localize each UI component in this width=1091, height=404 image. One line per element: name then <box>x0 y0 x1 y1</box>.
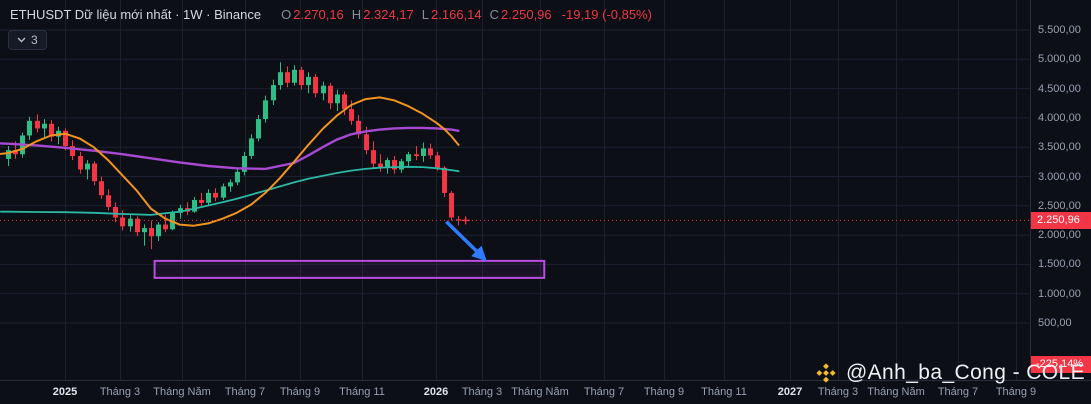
watermark: @Anh_ba_Cong - COLE <box>815 361 1085 385</box>
time-tick-label: Tháng 9 <box>279 386 321 398</box>
time-tick-label: 2027 <box>777 386 803 398</box>
ma-teal-line <box>0 165 460 216</box>
ma-orange-line <box>0 96 460 227</box>
ohlc-readout: O 2.270,16 H 2.324,17 L 2.166,14 C 2.250,96 … <box>273 7 652 22</box>
time-tick-label: Tháng 7 <box>937 386 979 398</box>
time-tick-label: Tháng 3 <box>461 386 503 398</box>
price-tick-label: 3.500,00 <box>1038 141 1081 154</box>
time-tick-label: Tháng Năm <box>511 386 569 398</box>
collapsed-indicators-button[interactable]: 3 <box>8 30 47 50</box>
change-value: -19,19 (-0,85%) <box>561 7 652 22</box>
high-label: H <box>351 7 362 22</box>
candlestick-series <box>6 62 461 250</box>
time-tick-label: 2025 <box>52 386 78 398</box>
time-tick-label: Tháng 9 <box>995 386 1037 398</box>
watermark-text: @Anh_ba_Cong - COLE <box>845 361 1085 384</box>
chevron-down-icon <box>17 37 26 43</box>
open-label: O <box>281 7 292 22</box>
price-tick-label: 2.000,00 <box>1038 229 1081 242</box>
time-tick-label: Tháng 3 <box>99 386 141 398</box>
price-axis-red-badge: -225,14% <box>1031 356 1091 373</box>
close-value: 2.250,96 <box>501 7 552 22</box>
grid-lines <box>0 0 1030 380</box>
support-zone-rectangle[interactable] <box>153 259 546 279</box>
collapsed-indicators-count: 3 <box>31 33 38 47</box>
low-value: 2.166,14 <box>431 7 482 22</box>
price-tick-label: 4.000,00 <box>1038 111 1081 124</box>
price-tick-label: 3.000,00 <box>1038 170 1081 183</box>
time-tick-label: Tháng 11 <box>339 386 385 398</box>
time-tick-label: Tháng 3 <box>817 386 859 398</box>
last-bar-cross-marker <box>461 216 470 225</box>
price-tick-label: 1.500,00 <box>1038 258 1081 271</box>
chart-pane[interactable] <box>0 0 1030 380</box>
high-value: 2.324,17 <box>363 7 414 22</box>
time-tick-label: Tháng 7 <box>224 386 266 398</box>
price-tick-label: 1.000,00 <box>1038 287 1081 300</box>
symbol-legend: ETHUSDT Dữ liệu mới nhất · 1W · Binance … <box>10 7 652 22</box>
time-tick-label: Tháng Năm <box>153 386 211 398</box>
close-label: C <box>489 7 500 22</box>
price-tick-label: 2.500,00 <box>1038 199 1081 212</box>
price-tick-label: 500,00 <box>1038 317 1072 329</box>
time-axis[interactable]: 2025 Tháng 3 Tháng Năm Tháng 7 Tháng 9 Tháng … <box>0 380 1091 404</box>
time-tick-label: Tháng Năm <box>867 386 925 398</box>
price-tick-label: 5.500,00 <box>1038 24 1081 36</box>
symbol-title[interactable]: ETHUSDT Dữ liệu mới nhất · 1W · Binance <box>10 7 262 22</box>
time-tick-label: Tháng 11 <box>701 386 747 398</box>
open-value: 2.270,16 <box>293 7 344 22</box>
last-price-label: 2.250,96 <box>1031 212 1091 230</box>
price-axis[interactable]: 5.500,00 5.000,00 4.500,00 4.000,00 3.500,00… <box>1030 0 1091 380</box>
price-tick-label: 4.500,00 <box>1038 82 1081 95</box>
binance-logo-icon <box>815 362 837 384</box>
time-tick-label: Tháng 9 <box>643 386 685 398</box>
price-tick-label: 5.000,00 <box>1038 53 1081 66</box>
time-tick-label: Tháng 7 <box>583 386 625 398</box>
ma-purple-line <box>0 126 460 171</box>
down-arrow-drawing[interactable] <box>445 220 487 262</box>
low-label: L <box>421 7 430 22</box>
time-tick-label: 2026 <box>423 386 449 398</box>
